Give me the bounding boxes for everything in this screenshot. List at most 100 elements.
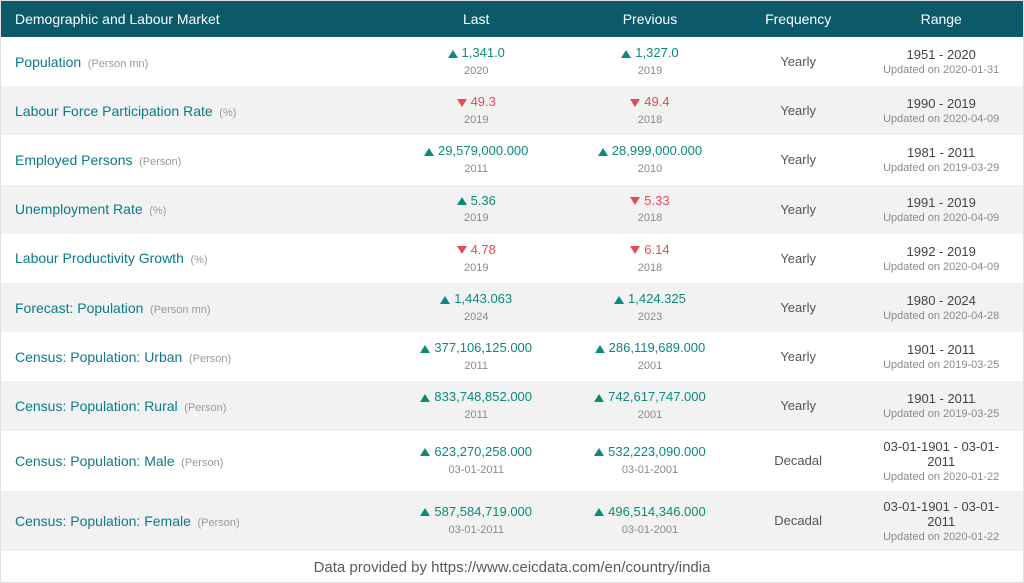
table-row: Census: Population: Male (Person)623,270… [1, 431, 1023, 491]
previous-cell-period: 2010 [577, 162, 723, 176]
triangle-up-icon [594, 448, 604, 456]
frequency-cell: Yearly [737, 347, 860, 366]
last-cell-value: 833,748,852.000 [434, 389, 532, 404]
previous-cell-value: 1,424.325 [628, 291, 686, 306]
range-updated: Updated on 2019-03-25 [873, 408, 1009, 420]
last-cell: 4.78 2019 [389, 240, 563, 277]
indicator-name[interactable]: Census: Population: Male [15, 453, 175, 469]
range-cell: 1901 - 2011 Updated on 2019-03-25 [859, 389, 1023, 422]
previous-cell-value: 49.4 [644, 94, 669, 109]
range-cell: 1980 - 2024Updated on 2020-04-28 [859, 291, 1023, 324]
indicator-unit: (%) [190, 254, 207, 266]
range-updated: Updated on 2020-04-09 [873, 113, 1009, 125]
table-row: Labour Productivity Growth (%) 4.78 2019 6.… [1, 234, 1023, 283]
last-cell: 623,270,258.00003-01-2011 [389, 442, 563, 479]
range-updated: Updated on 2020-04-09 [873, 212, 1009, 224]
last-cell-value: 1,443.063 [454, 291, 512, 306]
indicator-name[interactable]: Census: Population: Rural [15, 398, 178, 414]
indicator-name-cell[interactable]: Census: Population: Male (Person) [1, 451, 389, 471]
frequency-cell: Yearly [737, 298, 860, 317]
previous-cell: 1,327.02019 [563, 43, 737, 80]
previous-cell-value: 532,223,090.000 [608, 444, 706, 459]
indicator-name[interactable]: Forecast: Population [15, 300, 143, 316]
range-cell: 1992 - 2019 Updated on 2020-04-09 [859, 242, 1023, 275]
indicator-name-cell[interactable]: Census: Population: Urban (Person) [1, 347, 389, 367]
previous-cell: 286,119,689.000 2001 [563, 338, 737, 375]
range-updated: Updated on 2020-04-28 [873, 310, 1009, 322]
last-cell: 5.362019 [389, 191, 563, 228]
last-cell-period: 03-01-2011 [403, 523, 549, 537]
range-cell: 1991 - 2019Updated on 2020-04-09 [859, 193, 1023, 226]
previous-cell: 5.33 2018 [563, 191, 737, 228]
previous-cell-period: 03-01-2001 [577, 523, 723, 537]
range-cell: 1901 - 2011Updated on 2019-03-25 [859, 340, 1023, 373]
previous-cell: 49.4 2018 [563, 92, 737, 129]
indicator-name[interactable]: Labour Productivity Growth [15, 250, 184, 266]
col-header-last: Last [389, 1, 563, 37]
triangle-up-icon [594, 508, 604, 516]
triangle-down-icon [457, 99, 467, 107]
triangle-up-icon [621, 50, 631, 58]
previous-cell-period: 2023 [577, 310, 723, 324]
indicator-unit: (Person mn) [88, 58, 149, 70]
indicator-name[interactable]: Employed Persons [15, 152, 133, 168]
range-updated: Updated on 2019-03-25 [873, 359, 1009, 371]
table-body: Population (Person mn)1,341.020201,327.0… [1, 37, 1023, 551]
table-row: Population (Person mn)1,341.020201,327.0… [1, 37, 1023, 86]
previous-cell-value: 742,617,747.000 [608, 389, 706, 404]
frequency-cell: Yearly [737, 396, 860, 415]
range-updated: Updated on 2020-01-22 [873, 471, 1009, 483]
previous-cell-period: 2018 [577, 211, 723, 225]
indicator-name-cell[interactable]: Population (Person mn) [1, 52, 389, 72]
indicator-unit: (Person mn) [150, 304, 211, 316]
range-cell: 03-01-1901 - 03-01-2011Updated on 2020-0… [859, 497, 1023, 545]
last-cell: 377,106,125.0002011 [389, 338, 563, 375]
indicator-name-cell[interactable]: Labour Productivity Growth (%) [1, 248, 389, 268]
table-header-row: Demographic and Labour Market Last Previ… [1, 1, 1023, 37]
indicator-name-cell[interactable]: Labour Force Participation Rate (%) [1, 101, 389, 121]
previous-cell-value: 5.33 [644, 193, 669, 208]
previous-cell-value: 496,514,346.000 [608, 504, 706, 519]
range-updated: Updated on 2020-04-09 [873, 261, 1009, 273]
indicator-name[interactable]: Census: Population: Female [15, 513, 191, 529]
last-cell-period: 2011 [403, 359, 549, 373]
previous-cell-value: 28,999,000.000 [612, 143, 702, 158]
indicator-name[interactable]: Census: Population: Urban [15, 349, 182, 365]
col-header-range: Range [859, 1, 1023, 37]
indicator-name[interactable]: Unemployment Rate [15, 201, 143, 217]
last-cell-period: 2019 [403, 261, 549, 275]
previous-cell: 6.142018 [563, 240, 737, 277]
table-row: Census: Population: Urban (Person)377,10… [1, 332, 1023, 381]
table-row: Census: Population: Rural (Person) 833,74… [1, 381, 1023, 430]
last-cell-value: 49.3 [471, 94, 496, 109]
triangle-up-icon [598, 148, 608, 156]
range-value: 1901 - 2011 [873, 391, 1009, 406]
last-cell-period: 2011 [403, 408, 549, 422]
last-cell-value: 587,584,719.000 [434, 504, 532, 519]
range-updated: Updated on 2019-03-29 [873, 162, 1009, 174]
previous-cell-value: 1,327.0 [635, 45, 678, 60]
range-value: 1992 - 2019 [873, 244, 1009, 259]
previous-cell: 742,617,747.0002001 [563, 387, 737, 424]
indicator-name-cell[interactable]: Census: Population: Female (Person) [1, 511, 389, 531]
previous-cell-period: 2018 [577, 261, 723, 275]
indicator-name-cell[interactable]: Census: Population: Rural (Person) [1, 396, 389, 416]
indicator-unit: (Person) [181, 457, 223, 469]
indicator-name-cell[interactable]: Forecast: Population (Person mn) [1, 298, 389, 318]
last-cell-value: 4.78 [471, 242, 496, 257]
previous-cell: 28,999,000.000 2010 [563, 141, 737, 178]
indicator-name-cell[interactable]: Employed Persons (Person) [1, 150, 389, 170]
indicator-name[interactable]: Labour Force Participation Rate [15, 103, 213, 119]
last-cell-period: 2020 [403, 64, 549, 78]
last-cell: 1,443.0632024 [389, 289, 563, 326]
previous-cell-value: 286,119,689.000 [609, 340, 706, 355]
indicator-unit: (%) [219, 107, 236, 119]
previous-cell-period: 2018 [577, 113, 723, 127]
indicator-name[interactable]: Population [15, 54, 81, 70]
indicator-unit: (Person) [184, 402, 226, 414]
last-cell: 1,341.02020 [389, 43, 563, 80]
frequency-cell: Yearly [737, 249, 860, 268]
previous-cell-period: 2001 [577, 359, 723, 373]
indicator-name-cell[interactable]: Unemployment Rate (%) [1, 199, 389, 219]
col-header-previous: Previous [563, 1, 737, 37]
